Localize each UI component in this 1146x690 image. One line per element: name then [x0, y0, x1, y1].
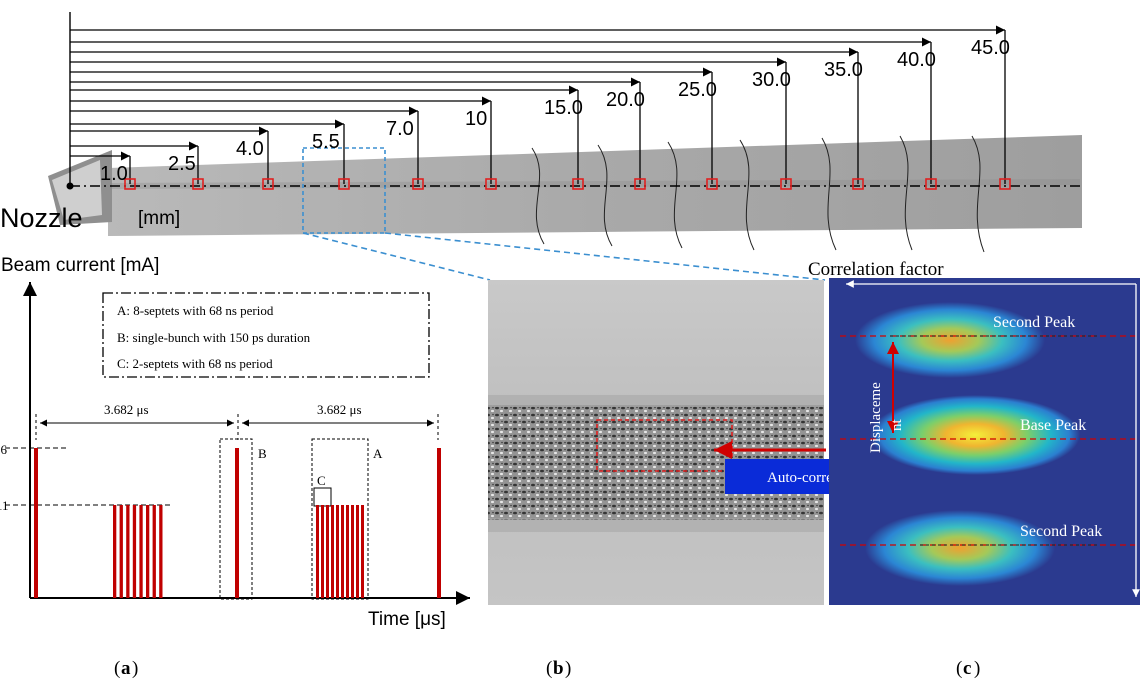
- pulse-bar: [139, 505, 143, 598]
- legend-c: C: 2-septets with 68 ns period: [117, 356, 273, 371]
- distance-label: 30.0: [752, 69, 791, 91]
- pulse-bar: [132, 505, 137, 598]
- unit-label: [mm]: [138, 208, 180, 229]
- distance-label: 7.0: [386, 118, 414, 140]
- group-c-label: C: [317, 473, 326, 488]
- pulse-bar: [336, 505, 339, 598]
- panel-b-shadowgraph: Auto-correlation: [488, 280, 910, 605]
- pulse-bar: [316, 505, 319, 598]
- measurement-point-marker: [262, 178, 274, 190]
- caption-a-letter: a: [121, 658, 131, 679]
- base-peak-label: Base Peak: [1020, 417, 1086, 434]
- caption-a: ( a ): [114, 658, 138, 679]
- distance-label: 25.0: [678, 79, 717, 101]
- correlation-window: [596, 419, 733, 472]
- interval-right-label: 3.682 μs: [317, 402, 362, 417]
- zoom-line-right: [384, 232, 826, 281]
- group-c-box: [313, 487, 332, 507]
- pulse-bar: [34, 448, 38, 598]
- pulse-bar: [361, 505, 364, 598]
- svg-text:): ): [565, 658, 571, 679]
- distance-markers: 1.0 2.5 4.0 5.5 7.0 10 15.0 20.0 25.0 30.0 35.0 40.…: [70, 25, 1011, 190]
- x-axis-label: Time [μs]: [368, 609, 446, 630]
- distance-label: 40.0: [897, 49, 936, 71]
- group-b-box: [219, 438, 253, 600]
- panel-c-correlation: Correlation factor Second Peak Base Peak…: [808, 259, 1140, 605]
- pulse-bar: [321, 505, 324, 598]
- second-peak-top-blob: [855, 302, 1045, 378]
- displacement-label-part2: nt: [889, 419, 905, 432]
- measurement-point-marker: [124, 178, 136, 190]
- group-a-box: [311, 438, 369, 600]
- distance-label: 4.0: [236, 138, 264, 160]
- panel-c-title: Correlation factor: [808, 259, 944, 280]
- level-low-label: 11: [0, 498, 9, 513]
- pulse-bar: [331, 505, 334, 598]
- group-b-label: B: [258, 446, 267, 461]
- svg-text:(: (: [546, 658, 552, 679]
- panel-a-beam-current: Beam current [mA] Time [μs] A: 8-septets…: [0, 255, 470, 630]
- measurement-point-marker: [852, 178, 864, 190]
- distance-label: 35.0: [824, 59, 863, 81]
- svg-text:): ): [974, 658, 980, 679]
- measurement-point-marker: [706, 178, 718, 190]
- measurement-point-marker: [925, 178, 937, 190]
- measurement-point-marker: [634, 178, 646, 190]
- base-peak-blob: [870, 395, 1080, 475]
- pulse-bar: [341, 505, 344, 598]
- distance-label: 15.0: [544, 97, 583, 119]
- legend-b: B: single-bunch with 150 ps duration: [117, 330, 311, 345]
- pulse-bar: [356, 505, 359, 598]
- pulse-bar: [119, 505, 123, 598]
- zoom-line-left: [302, 232, 491, 281]
- legend-box: [102, 292, 430, 378]
- interval-left-label: 3.682 μs: [104, 402, 149, 417]
- caption-c: ( c ): [956, 658, 980, 679]
- measurement-point-marker: [572, 178, 584, 190]
- nozzle-label: Nozzle: [0, 203, 83, 233]
- measurement-point-marker: [412, 178, 424, 190]
- pulse-bar: [126, 505, 130, 598]
- shock-wave-curves: [531, 135, 985, 253]
- level-high-label: 16: [0, 442, 8, 457]
- pulse-bar: [113, 505, 117, 598]
- legend-a: A: 8-septets with 68 ns period: [117, 303, 274, 318]
- pulse-bar: [326, 505, 329, 598]
- pulse-bar: [351, 505, 354, 598]
- pulse-bar: [437, 448, 441, 598]
- y-axis-label: Beam current [mA]: [1, 255, 159, 276]
- measurement-point-marker: [338, 178, 350, 190]
- distance-label: 10: [465, 108, 487, 130]
- pulse-bar: [346, 505, 349, 598]
- caption-c-letter: c: [963, 658, 971, 679]
- svg-text:(: (: [956, 658, 962, 679]
- displacement-label-part1: Displaceme: [868, 382, 884, 453]
- measurement-point-marker: [780, 178, 792, 190]
- shadowgraph-strip: [48, 12, 1084, 281]
- pulse-bar: [152, 505, 156, 598]
- svg-text:(: (: [114, 658, 120, 679]
- measurement-point-marker: [192, 178, 204, 190]
- group-a-label: A: [373, 446, 383, 461]
- pulse-train: [34, 448, 441, 598]
- measurement-point-marker: [485, 178, 497, 190]
- distance-label: 20.0: [606, 89, 645, 111]
- second-peak-bottom-blob: [865, 510, 1055, 586]
- distance-label: 45.0: [971, 37, 1010, 59]
- second-peak-bottom-label: Second Peak: [1020, 523, 1102, 540]
- second-peak-top-label: Second Peak: [993, 314, 1075, 331]
- distance-label: 2.5: [168, 153, 196, 175]
- pulse-bar: [146, 505, 150, 598]
- caption-b-letter: b: [553, 658, 564, 679]
- measurement-point-marker: [999, 178, 1011, 190]
- caption-b: ( b ): [546, 658, 571, 679]
- distance-label: 1.0: [100, 163, 128, 185]
- svg-text:): ): [132, 658, 138, 679]
- pulse-bar: [235, 448, 239, 598]
- distance-label: 5.5: [312, 131, 340, 153]
- pulse-bar: [159, 505, 163, 598]
